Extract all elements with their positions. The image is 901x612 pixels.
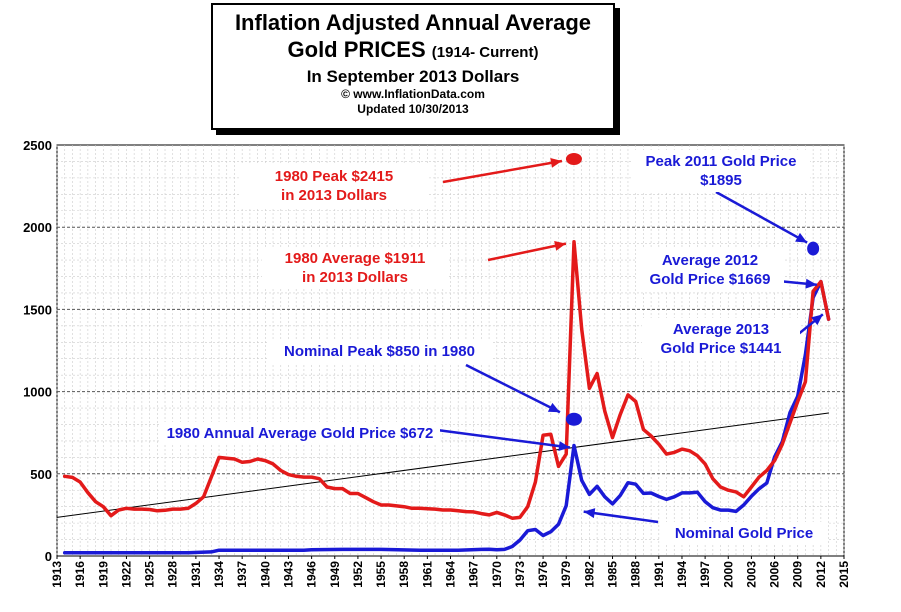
y-tick-label: 2000 — [23, 220, 52, 235]
x-tick-label: 1937 — [235, 561, 249, 588]
arrow-2011-peak-head — [795, 232, 808, 243]
x-axis: 1913 1916 1919 1922 1925 1928 1931 1934 1937 1940… — [50, 556, 851, 588]
annotation-arrows — [436, 152, 824, 524]
marker-2011-peak — [807, 241, 820, 256]
x-tick-label: 1913 — [50, 561, 64, 588]
chart-subtitle: In September 2013 Dollars — [306, 67, 520, 86]
x-tick-label: 1928 — [166, 561, 180, 588]
arrow-nominal-1980-average-head — [558, 441, 570, 452]
annotation-2013-average-line2: Gold Price $1441 — [660, 340, 782, 357]
x-tick-label: 1934 — [212, 561, 226, 588]
annotation-2011-peak-line2: $1895 — [700, 172, 742, 189]
annotation-2011-peak-line1: Peak 2011 Gold Price — [645, 153, 797, 170]
y-axis: 0 500 1000 1500 2000 2500 — [23, 138, 52, 564]
x-tick-label: 1961 — [420, 561, 434, 588]
annotation-nominal-gold-price: Nominal Gold Price — [660, 522, 828, 545]
annotation-1980-peak: 1980 Peak $2415 in 2013 Dollars — [240, 165, 428, 207]
annotation-1980-average-line1: 1980 Average $1911 — [284, 250, 426, 267]
x-tick-label: 1949 — [328, 561, 342, 588]
x-tick-label: 1985 — [606, 561, 620, 588]
x-tick-label: 1976 — [536, 561, 550, 588]
x-tick-label: 1997 — [698, 561, 712, 588]
x-tick-label: 1955 — [374, 561, 388, 588]
series-line-trend — [56, 412, 830, 518]
y-tick-label: 2500 — [23, 138, 52, 153]
annotation-2012-average: Average 2012 Gold Price $1669 — [636, 249, 784, 291]
marker-nominal-peak — [565, 412, 582, 426]
x-tick-label: 1931 — [189, 561, 203, 588]
annotation-2013-average-line1: Average 2013 — [672, 321, 770, 338]
arrow-nominal-peak — [465, 363, 561, 414]
x-tick-label: 2006 — [768, 561, 782, 588]
annotation-1980-average: 1980 Average $1911 in 2013 Dollars — [262, 247, 448, 289]
x-tick-label: 1916 — [73, 561, 87, 588]
title-box: Inflation Adjusted Annual Average Gold P… — [211, 3, 615, 130]
x-tick-label: 1919 — [96, 561, 110, 588]
arrow-2012-average-head — [805, 278, 817, 289]
x-tick-label: 1970 — [490, 561, 504, 588]
chart-title-line2: Gold PRICES (1914- Current) — [213, 36, 613, 66]
annotation-2012-average-line1: Average 2012 — [661, 252, 759, 269]
arrow-2013-average-head — [811, 314, 823, 326]
marker-1980-peak — [565, 152, 582, 165]
x-tick-label: 1991 — [652, 561, 666, 588]
annotation-1980-peak-line1: 1980 Peak $2415 — [274, 168, 394, 185]
x-tick-label: 1922 — [119, 561, 133, 588]
arrow-nominal-gold-price — [583, 510, 659, 524]
y-tick-label: 1500 — [23, 302, 52, 317]
x-tick-label: 1952 — [351, 561, 365, 588]
x-tick-label: 1967 — [467, 561, 481, 588]
chart-title: Inflation Adjusted Annual Average — [234, 10, 592, 35]
annotation-1980-average-line2: in 2013 Dollars — [302, 269, 408, 286]
annotation-1980-peak-line2: in 2013 Dollars — [281, 187, 387, 204]
annotation-nominal-1980-average: 1980 Annual Average Gold Price $672 — [160, 422, 440, 445]
series-group — [56, 240, 831, 555]
arrow-1980-peak — [442, 159, 563, 184]
x-tick-label: 2015 — [837, 561, 851, 588]
x-tick-label: 1988 — [629, 561, 643, 588]
annotation-2013-average: Average 2013 Gold Price $1441 — [642, 318, 800, 360]
x-tick-label: 2000 — [721, 561, 735, 588]
series-line-real — [62, 240, 831, 520]
x-tick-label: 1940 — [258, 561, 272, 588]
chart-title-main: Gold PRICES — [287, 37, 426, 62]
arrow-1980-average-head — [554, 241, 566, 251]
annotation-nominal-peak: Nominal Peak $850 in 1980 — [268, 340, 491, 363]
x-tick-label: 2003 — [744, 561, 758, 588]
arrow-1980-peak-head — [550, 157, 562, 168]
x-tick-label: 2009 — [791, 561, 805, 588]
updated-date: Updated 10/30/2013 — [357, 102, 469, 116]
x-tick-label: 2012 — [814, 561, 828, 588]
y-tick-label: 0 — [45, 549, 52, 564]
x-tick-label: 1964 — [444, 561, 458, 588]
annotation-2011-peak: Peak 2011 Gold Price $1895 — [632, 150, 810, 192]
x-tick-label: 1946 — [305, 561, 319, 588]
x-tick-label: 1958 — [397, 561, 411, 588]
series-line-nominal — [62, 279, 831, 555]
x-tick-label: 1994 — [675, 561, 689, 588]
annotation-2012-average-line2: Gold Price $1669 — [649, 271, 771, 288]
y-tick-label: 500 — [30, 467, 52, 482]
arrow-nominal-peak-head — [547, 402, 560, 413]
x-tick-label: 1973 — [513, 561, 527, 588]
arrow-nominal-1980-average — [436, 428, 571, 449]
chart-title-range: (1914- Current) — [431, 44, 539, 61]
y-tick-label: 1000 — [23, 385, 52, 400]
copyright: © www.InflationData.com — [341, 87, 485, 101]
arrow-2011-peak — [715, 190, 808, 244]
x-tick-label: 1982 — [582, 561, 596, 588]
arrow-nominal-gold-price-head — [583, 508, 596, 519]
x-tick-label: 1979 — [559, 561, 573, 588]
x-tick-label: 1943 — [281, 561, 295, 588]
x-tick-label: 1925 — [143, 561, 157, 588]
arrow-1980-average — [487, 242, 567, 262]
